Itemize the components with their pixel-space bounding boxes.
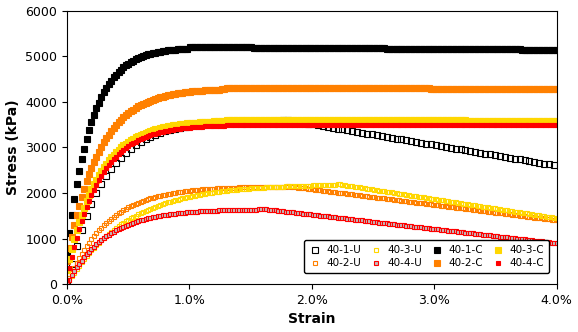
40-1-C (553, 48, 560, 52)
40-1-C (197, 45, 203, 49)
40-3-C (223, 118, 230, 122)
40-2-C (83, 180, 90, 184)
40-1-U (531, 160, 538, 164)
Legend: 40-1-U, 40-2-U, 40-3-U, 40-4-U, 40-1-C, 40-2-C, 40-3-C, 40-4-C: 40-1-U, 40-2-U, 40-3-U, 40-4-U, 40-1-C, … (304, 240, 549, 274)
40-4-U (93, 242, 100, 246)
Line: 40-4-U: 40-4-U (65, 207, 558, 286)
40-3-C (194, 121, 201, 124)
40-1-C (154, 50, 161, 54)
40-3-C (514, 119, 521, 123)
40-4-C (553, 123, 560, 127)
40-2-U (531, 215, 538, 219)
40-2-U (83, 244, 90, 248)
40-2-U (93, 231, 100, 235)
40-2-C (514, 87, 521, 91)
40-3-C (93, 178, 100, 182)
40-2-U (514, 213, 521, 217)
40-3-U (531, 212, 538, 216)
Line: 40-1-C: 40-1-C (64, 44, 560, 255)
40-4-C (154, 131, 161, 135)
Line: 40-1-U: 40-1-U (64, 118, 557, 287)
40-4-C (514, 123, 521, 127)
40-3-U (64, 282, 71, 286)
40-4-U (154, 214, 161, 218)
Line: 40-2-U: 40-2-U (64, 184, 559, 287)
40-1-C (93, 107, 100, 111)
40-4-U (83, 252, 90, 256)
40-1-C (531, 47, 538, 51)
40-2-U (553, 218, 560, 222)
40-4-U (194, 209, 201, 213)
40-1-U (176, 125, 183, 129)
Line: 40-2-C: 40-2-C (64, 85, 560, 264)
40-2-C (223, 86, 230, 90)
40-4-C (531, 123, 538, 127)
40-2-C (154, 96, 161, 100)
40-1-U (285, 118, 292, 122)
40-2-U (285, 184, 292, 188)
40-3-U (154, 204, 161, 208)
Line: 40-3-U: 40-3-U (64, 182, 559, 287)
40-2-C (64, 259, 71, 263)
40-2-C (531, 87, 538, 91)
40-4-U (64, 282, 71, 286)
40-1-U (551, 163, 558, 167)
40-4-U (514, 236, 521, 240)
40-4-U (260, 207, 267, 211)
Line: 40-4-C: 40-4-C (64, 122, 559, 282)
X-axis label: Strain: Strain (288, 312, 335, 326)
40-1-U (358, 131, 365, 135)
40-4-U (531, 239, 538, 243)
40-3-U (194, 193, 201, 197)
40-3-C (553, 119, 560, 123)
Y-axis label: Stress (kPa): Stress (kPa) (6, 100, 20, 195)
40-3-C (64, 269, 71, 273)
40-4-U (553, 241, 560, 245)
40-3-C (154, 126, 161, 130)
40-1-C (64, 250, 71, 254)
40-1-C (83, 137, 90, 141)
40-4-C (236, 123, 243, 126)
40-2-U (194, 188, 201, 192)
40-1-U (516, 157, 523, 161)
40-2-C (553, 87, 560, 91)
40-4-C (64, 278, 71, 282)
40-2-C (93, 155, 100, 159)
40-3-U (93, 243, 100, 247)
40-3-C (83, 199, 90, 203)
40-1-C (186, 45, 193, 49)
40-4-C (93, 183, 100, 187)
40-4-C (194, 125, 201, 129)
40-3-C (531, 119, 538, 123)
40-3-U (83, 254, 90, 258)
40-2-U (154, 194, 161, 198)
40-3-U (514, 210, 521, 214)
40-3-U (334, 182, 341, 186)
40-1-U (319, 124, 326, 128)
40-3-U (553, 216, 560, 220)
40-1-U (157, 131, 164, 135)
40-1-U (64, 282, 71, 286)
40-1-C (514, 47, 521, 51)
40-2-C (194, 89, 201, 93)
40-4-C (83, 205, 90, 209)
40-2-U (64, 282, 71, 286)
Line: 40-3-C: 40-3-C (64, 117, 560, 273)
